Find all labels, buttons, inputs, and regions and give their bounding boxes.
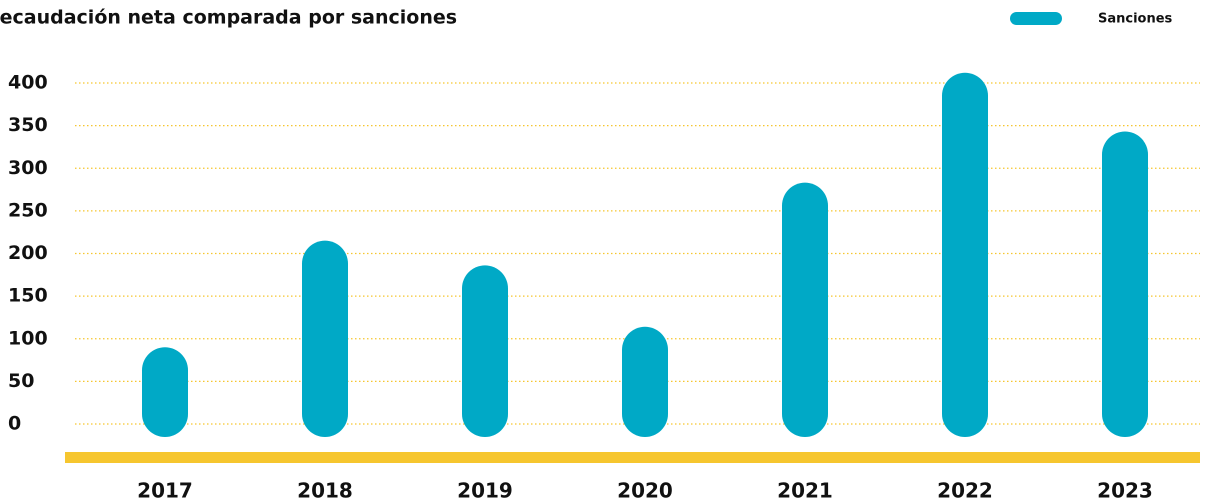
x-tick-label: 2023: [1097, 479, 1153, 503]
legend-swatch: [1010, 12, 1062, 25]
x-tick-label: 2021: [777, 479, 833, 503]
y-tick-label: 100: [8, 327, 48, 349]
x-tick-label: 2019: [457, 479, 513, 503]
y-tick-label: 200: [8, 242, 48, 264]
x-tick-label: 2018: [297, 479, 353, 503]
bar: [302, 240, 348, 437]
bar: [462, 265, 508, 437]
bar: [942, 72, 988, 437]
x-tick-label: 2020: [617, 479, 673, 503]
bar: [622, 326, 668, 437]
y-tick-label: 150: [8, 285, 48, 307]
bar: [1102, 131, 1148, 437]
y-tick-label: 300: [8, 157, 48, 179]
x-tick-label: 2022: [937, 479, 993, 503]
bar: [142, 347, 188, 437]
y-tick-label: 350: [8, 114, 48, 136]
y-tick-label: 250: [8, 199, 48, 221]
baseline: [65, 452, 1200, 463]
y-tick-label: 0: [8, 413, 21, 435]
y-tick-label: 50: [8, 370, 34, 392]
bar: [782, 182, 828, 437]
chart-title: Recaudación neta comparada por sanciones: [0, 7, 457, 29]
x-tick-label: 2017: [137, 479, 193, 503]
legend-label: Sanciones: [1098, 12, 1173, 27]
y-tick-label: 400: [8, 72, 48, 94]
